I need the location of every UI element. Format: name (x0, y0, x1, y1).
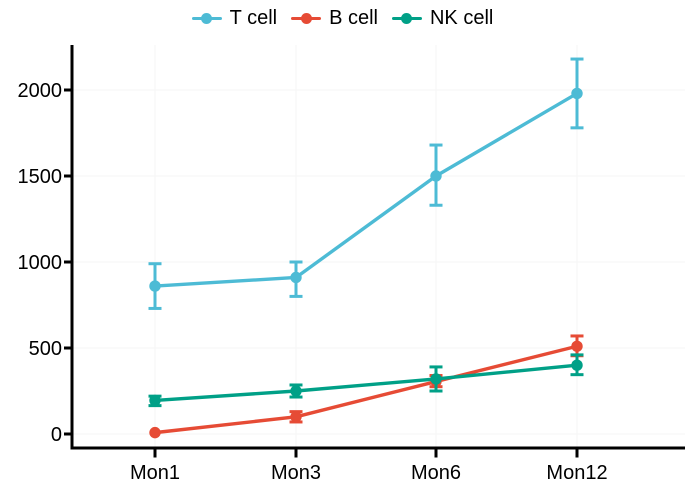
gridlines (72, 45, 685, 448)
axes (64, 45, 685, 458)
data-point (430, 373, 442, 385)
data-point (290, 271, 302, 284)
data-point (571, 359, 583, 371)
data-point (571, 87, 583, 100)
legend-item-label: NK cell (429, 7, 494, 29)
legend-item: NK cell (391, 7, 494, 29)
legend-item-label: B cell (329, 7, 378, 29)
x-tick-label: Mon3 (271, 462, 321, 484)
series-b-cell (149, 334, 584, 439)
series-layer (148, 57, 584, 439)
legend: T cell B cell NK cell (0, 7, 685, 29)
tick-labels: 0 500 1000 1500 2000 Mon1 Mon3 Mon6 Mon12 (18, 80, 608, 484)
series-t-cell (148, 57, 584, 310)
x-tick-label: Mon6 (411, 462, 461, 484)
y-tick-label: 1500 (18, 166, 63, 188)
dot-with-line-icon (291, 12, 322, 24)
dot-with-line-icon (391, 12, 422, 24)
legend-item-label: T cell (229, 7, 278, 29)
data-point (430, 170, 442, 182)
x-tick-label: Mon12 (546, 462, 607, 484)
data-point (290, 385, 302, 397)
series-nk-cell (148, 353, 584, 408)
y-tick-label: 1000 (18, 252, 63, 274)
data-point (149, 280, 161, 292)
data-point (290, 411, 302, 423)
data-point (149, 426, 161, 439)
legend-item: T cell (191, 7, 278, 29)
y-tick-label: 500 (29, 338, 62, 360)
legend-item: B cell (291, 7, 378, 29)
x-tick-label: Mon1 (130, 462, 180, 484)
y-tick-label: 2000 (18, 80, 63, 102)
data-point (149, 394, 161, 407)
data-point (571, 340, 583, 352)
dot-with-line-icon (191, 12, 222, 24)
y-tick-label: 0 (51, 424, 62, 446)
